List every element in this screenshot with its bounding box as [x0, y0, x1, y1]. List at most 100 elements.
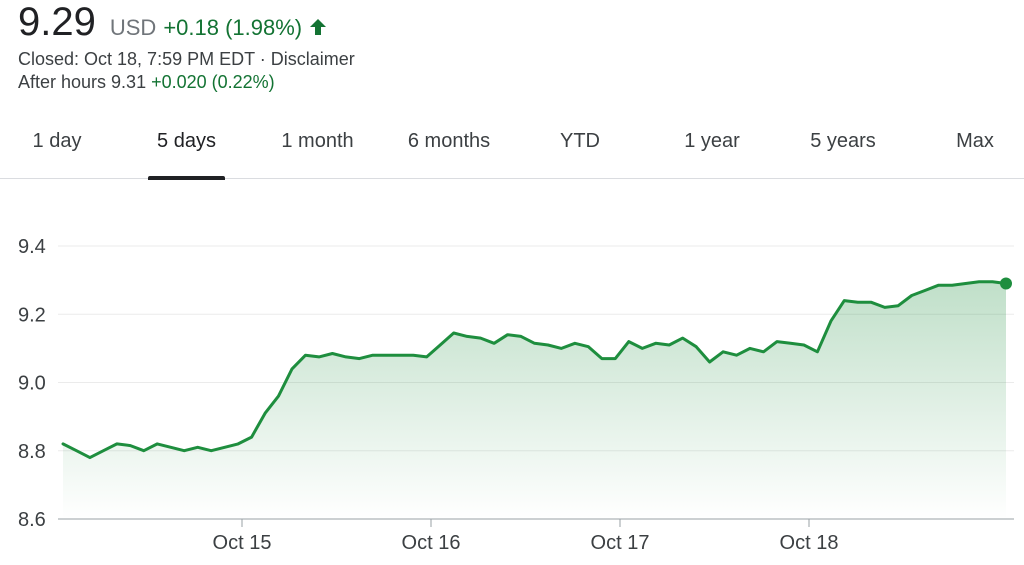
after-hours-label: After hours 9.31: [18, 72, 152, 92]
tab-1-month[interactable]: 1 month: [270, 108, 365, 178]
price-point: [506, 333, 509, 336]
price-point: [991, 280, 994, 283]
tab-label: 1 day: [32, 130, 82, 152]
after-hours-change: +0.020 (0.22%): [151, 72, 275, 92]
price-point: [183, 449, 186, 452]
price-point: [236, 442, 240, 446]
price-point: [425, 355, 428, 359]
quote-header: 9.29 USD +0.18 (1.98%) Closed: Oct 18, 7…: [18, 0, 355, 94]
price-point: [775, 340, 779, 343]
x-tick-label: Oct 16: [402, 532, 461, 554]
price-point: [573, 342, 577, 345]
price-point: [142, 449, 145, 452]
tab-5-years[interactable]: 5 years: [802, 108, 884, 178]
currency-code: USD: [109, 15, 157, 40]
price-point: [129, 444, 132, 447]
price-point: [223, 446, 226, 449]
y-tick-label: 8.6: [18, 509, 46, 531]
price-point: [748, 347, 752, 350]
active-tab-indicator: [148, 176, 225, 180]
price-point: [479, 336, 482, 340]
price-point: [452, 331, 455, 335]
price-point: [533, 342, 536, 345]
price-point: [196, 446, 199, 449]
closed-text: Closed: Oct 18, 7:59 PM EDT ·: [18, 49, 271, 69]
price-point: [843, 299, 846, 302]
price-point: [75, 449, 78, 452]
price-point: [802, 343, 806, 347]
price-point: [870, 301, 873, 304]
price-point: [816, 350, 819, 353]
y-tick-label: 9.4: [18, 236, 46, 258]
price-point: [344, 355, 348, 359]
price-point: [681, 336, 684, 340]
price-area-fill: [63, 281, 1006, 519]
price-point: [627, 340, 630, 343]
price-point: [937, 284, 940, 287]
price-point: [371, 354, 374, 357]
price-change: +0.18 (1.98%): [163, 15, 303, 40]
price-point: [88, 456, 92, 459]
price-point: [560, 347, 563, 350]
price-chart[interactable]: 9.4 9.2 9.0 8.8 8.6 Oct 15 Oct 16 Oct 17 Oct 18: [0, 180, 1024, 565]
price-point: [762, 350, 765, 353]
price-row: 9.29 USD +0.18 (1.98%): [18, 0, 355, 44]
y-tick-label: 9.2: [18, 304, 46, 326]
time-range-tabs: 1 day 5 days 1 month 6 months YTD 1 year…: [0, 108, 1024, 180]
price-point: [250, 435, 253, 439]
tab-6-months[interactable]: 6 months: [398, 108, 500, 178]
tab-label: 5 years: [810, 130, 876, 152]
current-price: 9.29: [18, 0, 96, 44]
arrow-up-icon: [308, 17, 328, 37]
price-point: [977, 280, 981, 283]
price-point: [897, 304, 900, 307]
price-point: [61, 442, 65, 446]
tab-label: 1 year: [684, 130, 740, 152]
price-point: [465, 335, 469, 338]
y-axis: 9.4 9.2 9.0 8.8 8.6: [18, 236, 46, 531]
price-point: [156, 442, 159, 446]
x-axis: Oct 15 Oct 16 Oct 17 Oct 18: [213, 519, 838, 554]
price-point: [263, 412, 267, 415]
price-point: [587, 345, 590, 348]
price-point: [950, 284, 954, 287]
tab-label: YTD: [560, 130, 600, 152]
y-tick-label: 8.8: [18, 441, 46, 463]
tab-1-day[interactable]: 1 day: [20, 108, 94, 178]
price-point: [492, 342, 496, 345]
price-point: [829, 319, 833, 323]
tab-ytd[interactable]: YTD: [550, 108, 610, 178]
price-point: [614, 357, 617, 360]
tab-label: 1 month: [281, 130, 354, 152]
x-tick-label: Oct 15: [213, 532, 272, 554]
disclaimer-link[interactable]: Disclaimer: [270, 49, 355, 69]
price-point: [668, 343, 671, 347]
price-point: [600, 357, 604, 360]
price-point: [883, 306, 886, 309]
price-point: [277, 394, 280, 398]
closed-info: Closed: Oct 18, 7:59 PM EDT · Disclaimer: [18, 48, 355, 71]
price-point: [169, 446, 172, 449]
tab-label: 6 months: [407, 130, 491, 152]
last-price-dot[interactable]: [1000, 277, 1012, 290]
after-hours-info: After hours 9.31 +0.020 (0.22%): [18, 71, 355, 94]
price-point: [115, 442, 119, 446]
price-point: [789, 342, 792, 345]
price-point: [910, 294, 913, 297]
price-point: [412, 354, 415, 357]
price-point: [721, 350, 725, 353]
tab-max[interactable]: Max: [948, 108, 1002, 178]
price-point: [210, 449, 213, 452]
tab-1-year[interactable]: 1 year: [676, 108, 748, 178]
price-point: [964, 282, 967, 285]
price-point: [398, 354, 401, 357]
price-point: [708, 360, 711, 364]
price-point: [641, 347, 644, 350]
price-point: [102, 449, 105, 452]
price-point: [695, 345, 698, 348]
price-point: [358, 357, 361, 360]
price-points: [61, 280, 1008, 459]
price-point: [439, 343, 442, 347]
price-point: [546, 343, 550, 347]
tab-5-days[interactable]: 5 days: [148, 108, 225, 180]
